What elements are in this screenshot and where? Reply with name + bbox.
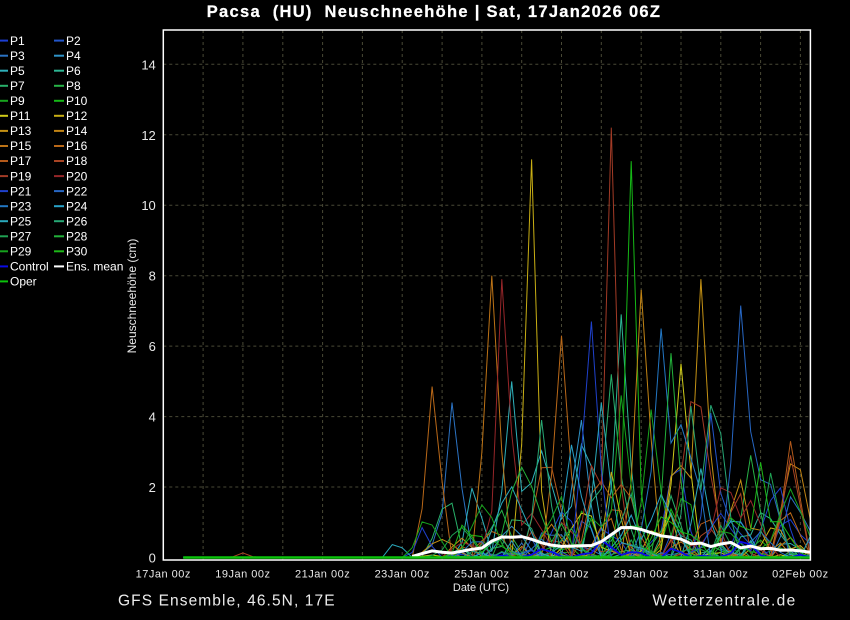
svg-text:2: 2 — [149, 480, 156, 495]
svg-text:P22: P22 — [66, 184, 88, 198]
svg-text:31Jan 00z: 31Jan 00z — [693, 569, 748, 581]
svg-text:17Jan 00z: 17Jan 00z — [136, 569, 191, 581]
svg-text:GFS Ensemble, 46.5N, 17E: GFS Ensemble, 46.5N, 17E — [118, 593, 336, 610]
svg-text:12: 12 — [141, 128, 155, 143]
svg-text:Date (UTC): Date (UTC) — [453, 582, 509, 594]
svg-text:27Jan 00z: 27Jan 00z — [534, 569, 589, 581]
svg-text:P19: P19 — [10, 169, 32, 183]
svg-text:P26: P26 — [66, 214, 88, 228]
svg-text:P25: P25 — [10, 214, 32, 228]
svg-text:P4: P4 — [66, 49, 81, 63]
svg-text:P16: P16 — [66, 139, 88, 153]
svg-text:P24: P24 — [66, 199, 88, 213]
svg-text:6: 6 — [149, 339, 156, 354]
svg-text:P2: P2 — [66, 34, 81, 48]
svg-text:P27: P27 — [10, 230, 32, 244]
svg-text:02Feb 00z: 02Feb 00z — [772, 569, 828, 581]
svg-text:P28: P28 — [66, 230, 88, 244]
svg-text:P29: P29 — [10, 245, 32, 259]
svg-text:Neuschneehöhe (cm): Neuschneehöhe (cm) — [125, 239, 139, 354]
svg-text:25Jan 00z: 25Jan 00z — [454, 569, 509, 581]
svg-text:P8: P8 — [66, 79, 81, 93]
svg-text:P11: P11 — [10, 109, 31, 123]
svg-text:P17: P17 — [10, 154, 32, 168]
svg-text:10: 10 — [141, 198, 155, 213]
svg-text:P23: P23 — [10, 199, 32, 213]
svg-text:Ens. mean: Ens. mean — [66, 260, 123, 274]
svg-text:29Jan 00z: 29Jan 00z — [614, 569, 669, 581]
svg-text:P7: P7 — [10, 79, 25, 93]
svg-text:21Jan 00z: 21Jan 00z — [295, 569, 350, 581]
svg-text:P20: P20 — [66, 169, 88, 183]
svg-text:P3: P3 — [10, 49, 25, 63]
svg-text:P6: P6 — [66, 64, 81, 78]
svg-text:P18: P18 — [66, 154, 88, 168]
svg-text:P10: P10 — [66, 94, 88, 108]
svg-text:P1: P1 — [10, 34, 25, 48]
svg-text:0: 0 — [149, 551, 156, 566]
svg-text:P30: P30 — [66, 245, 88, 259]
svg-text:P9: P9 — [10, 94, 25, 108]
svg-text:P5: P5 — [10, 64, 25, 78]
svg-text:23Jan 00z: 23Jan 00z — [375, 569, 430, 581]
svg-text:8: 8 — [149, 269, 156, 284]
svg-text:P12: P12 — [66, 109, 88, 123]
svg-text:Oper: Oper — [10, 275, 37, 289]
svg-text:P15: P15 — [10, 139, 32, 153]
svg-text:P14: P14 — [66, 124, 88, 138]
svg-text:P21: P21 — [10, 184, 32, 198]
svg-text:14: 14 — [141, 57, 155, 72]
svg-text:Pacsa (HU) Neuschneehöhe | S: Pacsa (HU) Neuschneehöhe | Sat, 17Jan202… — [207, 3, 662, 21]
svg-text:4: 4 — [149, 410, 156, 425]
svg-text:P13: P13 — [10, 124, 32, 138]
svg-text:Wetterzentrale.de: Wetterzentrale.de — [652, 593, 796, 610]
svg-text:19Jan 00z: 19Jan 00z — [215, 569, 270, 581]
svg-text:Control: Control — [10, 260, 49, 274]
